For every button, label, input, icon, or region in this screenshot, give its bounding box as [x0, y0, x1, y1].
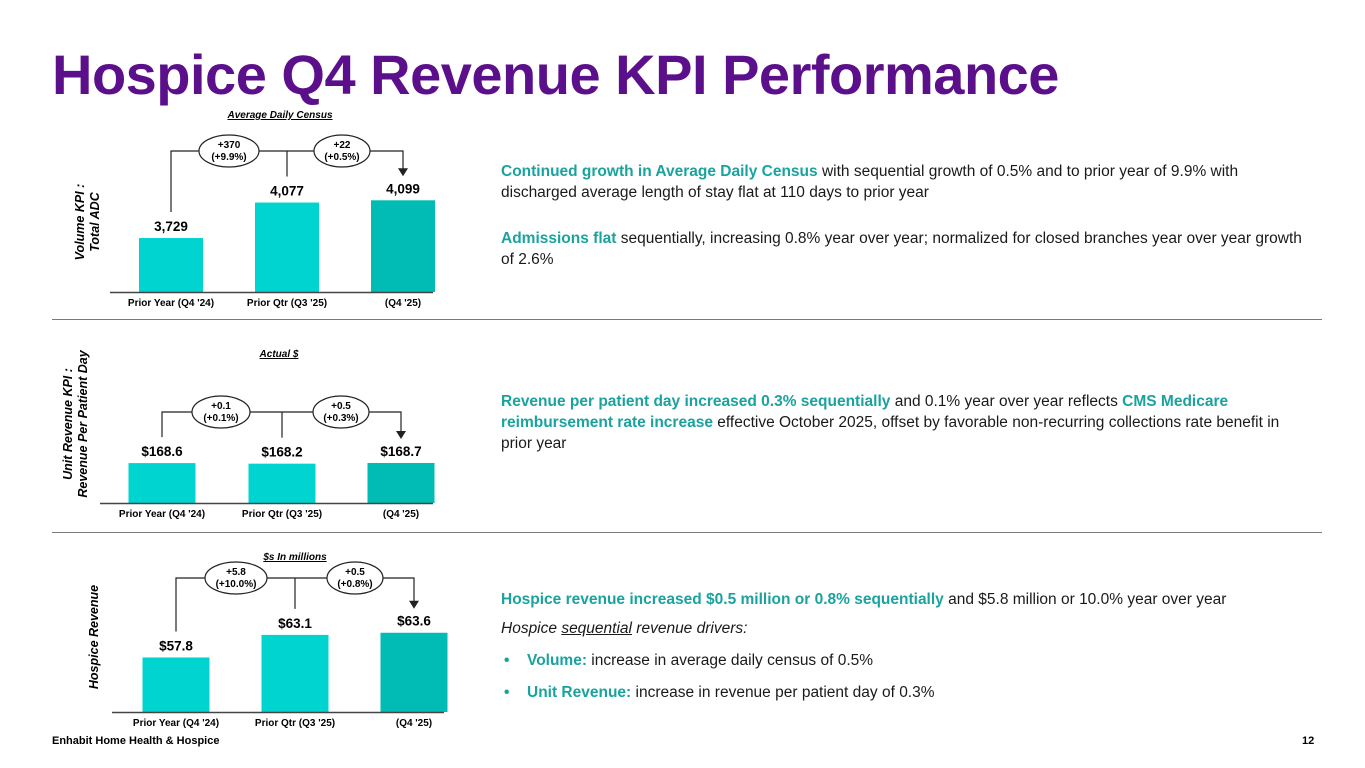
footer-company: Enhabit Home Health & Hospice [52, 735, 220, 747]
bar [367, 462, 435, 503]
category-label: Prior Qtr (Q3 '25) [255, 718, 335, 729]
chart-title: Actual $ [259, 349, 299, 360]
change-bubble [326, 561, 384, 595]
list-item: Unit Revenue: increase in revenue per pa… [501, 682, 1311, 703]
revenue-paragraph: Hospice revenue increased $0.5 million o… [501, 591, 1227, 608]
page-title: Hospice Q4 Revenue KPI Performance [52, 43, 1059, 106]
change-bubble [191, 395, 251, 429]
change-percent: (+0.5%) [324, 152, 359, 163]
change-value: +5.8 [226, 567, 246, 578]
change-value: +22 [334, 140, 351, 151]
chart-title: Average Daily Census [226, 110, 332, 121]
bar [371, 200, 435, 292]
list-item: Volume: increase in average daily census… [501, 650, 1311, 671]
data-label: $63.6 [397, 614, 431, 629]
adc-commentary: Continued growth in Average Daily Census… [501, 161, 1311, 270]
change-percent: (+0.8%) [337, 579, 372, 590]
category-label: (Q4 '25) [383, 509, 419, 520]
bar [380, 632, 448, 712]
data-label: 3,729 [154, 219, 188, 234]
arrow-head [398, 168, 408, 177]
change-percent: (+0.3%) [323, 413, 358, 424]
change-value: +0.5 [331, 401, 351, 412]
rppd-commentary: Revenue per patient day increased 0.3% s… [501, 393, 1280, 452]
revenue-commentary: Hospice revenue increased $0.5 million o… [501, 589, 1311, 703]
data-label: $168.7 [380, 444, 421, 459]
change-bubble [198, 134, 260, 168]
bar [142, 657, 210, 712]
data-label: $57.8 [159, 638, 193, 653]
admissions-paragraph: Admissions flat sequentially, increasing… [501, 230, 1302, 268]
change-value: +0.5 [345, 567, 365, 578]
bar [139, 238, 203, 292]
y-axis-label: Hospice Revenue [87, 585, 101, 689]
change-value: +0.1 [211, 401, 231, 412]
category-label: Prior Year (Q4 '24) [119, 509, 205, 520]
data-label: $63.1 [278, 616, 312, 631]
change-value: +370 [218, 140, 241, 151]
change-bubble [313, 134, 371, 168]
section-divider [52, 532, 1322, 533]
category-label: Prior Year (Q4 '24) [128, 298, 214, 309]
bar [255, 202, 319, 292]
page-number: 12 [1302, 735, 1315, 747]
bar [261, 634, 329, 712]
section-divider [52, 319, 1322, 320]
bar [248, 463, 316, 503]
data-label: 4,077 [270, 184, 304, 199]
bar [128, 463, 196, 503]
arrow-head [409, 600, 419, 609]
change-bubble [312, 395, 370, 429]
drivers-heading: Hospice sequential revenue drivers: [501, 620, 748, 637]
adc-paragraph: Continued growth in Average Daily Census… [501, 163, 1239, 201]
change-percent: (+0.1%) [203, 413, 238, 424]
change-bubble [204, 561, 268, 595]
y-axis-label: Volume KPI :Total ADC [73, 184, 102, 261]
data-label: 4,099 [386, 181, 420, 196]
category-label: Prior Year (Q4 '24) [133, 718, 219, 729]
arrow-head [396, 430, 406, 439]
change-percent: (+9.9%) [211, 152, 246, 163]
category-label: Prior Qtr (Q3 '25) [242, 509, 322, 520]
data-label: $168.6 [141, 444, 183, 459]
chart-title: $s In millions [262, 552, 327, 563]
category-label: (Q4 '25) [396, 718, 432, 729]
category-label: Prior Qtr (Q3 '25) [247, 298, 327, 309]
change-percent: (+10.0%) [216, 579, 257, 590]
data-label: $168.2 [261, 445, 302, 460]
drivers-list: Volume: increase in average daily census… [501, 650, 1311, 703]
category-label: (Q4 '25) [385, 298, 421, 309]
y-axis-label: Unit Revenue KPI :Revenue Per Patient Da… [61, 349, 90, 497]
